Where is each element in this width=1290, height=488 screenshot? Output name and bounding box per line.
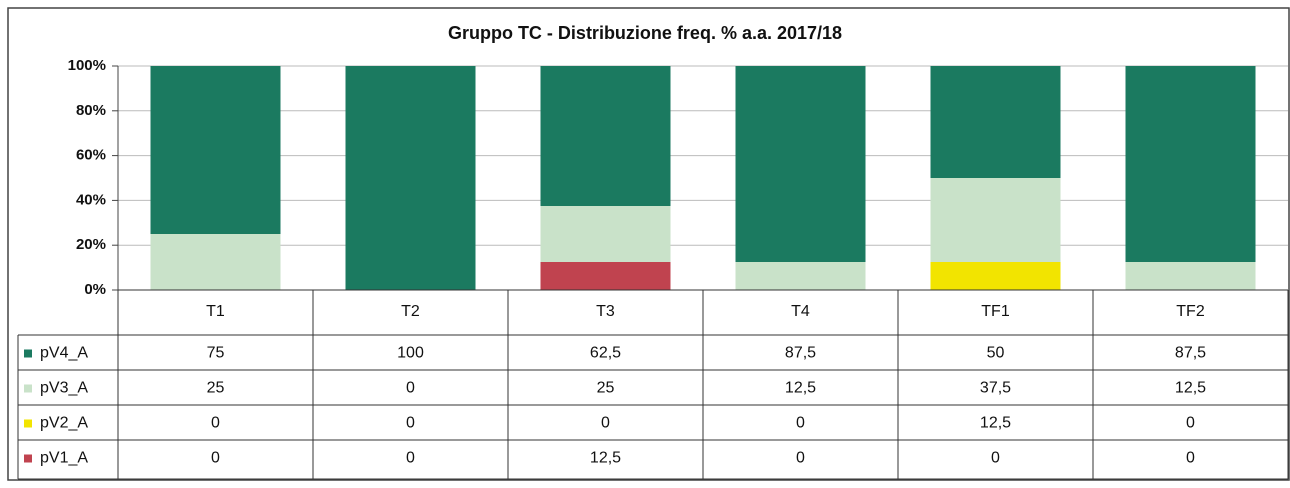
legend-swatch (24, 349, 32, 358)
table-cell: 25 (597, 380, 615, 397)
table-cell: 12,5 (1175, 380, 1206, 397)
table-cell: 0 (406, 415, 415, 432)
table-cell: 0 (991, 450, 1000, 467)
bar-segment (1125, 66, 1256, 262)
x-tick-label: T2 (401, 303, 420, 320)
legend-swatch (24, 454, 32, 463)
bar-segment (150, 66, 281, 234)
table-cell: 25 (207, 380, 225, 397)
legend-label: pV3_A (40, 380, 88, 397)
table-cell: 0 (796, 415, 805, 432)
x-tick-label: TF1 (981, 303, 1010, 320)
table-cell: 87,5 (785, 345, 816, 362)
table-cell: 50 (987, 345, 1005, 362)
table-cell: 0 (1186, 415, 1195, 432)
table-cell: 0 (601, 415, 610, 432)
table-cell: 0 (211, 415, 220, 432)
legend-swatch (24, 419, 32, 428)
legend-label: pV2_A (40, 415, 88, 432)
y-tick-label: 100% (68, 57, 106, 74)
bar-segment (735, 262, 866, 290)
table-cell: 12,5 (980, 415, 1011, 432)
bar-segment (930, 178, 1061, 262)
y-tick-label: 80% (76, 102, 106, 119)
chart-title: Gruppo TC - Distribuzione freq. % a.a. 2… (448, 23, 842, 43)
legend-swatch (24, 384, 32, 393)
table-cell: 0 (406, 380, 415, 397)
table-cell: 0 (1186, 450, 1195, 467)
chart-frame (7, 7, 1290, 481)
y-tick-label: 60% (76, 147, 106, 164)
bar-segment (735, 66, 866, 262)
table-cell: 37,5 (980, 380, 1011, 397)
bar-segment (150, 234, 281, 290)
table-cell: 62,5 (590, 345, 621, 362)
legend-label: pV1_A (40, 450, 88, 467)
table-cell: 87,5 (1175, 345, 1206, 362)
bar-segment (540, 66, 671, 206)
y-tick-label: 20% (76, 236, 106, 253)
table-cell: 12,5 (785, 380, 816, 397)
bar-segment (930, 262, 1061, 290)
bar-segment (540, 206, 671, 262)
table-cell: 0 (406, 450, 415, 467)
table-cell: 12,5 (590, 450, 621, 467)
x-tick-label: T4 (791, 303, 810, 320)
bar-segment (540, 262, 671, 290)
table-cell: 0 (796, 450, 805, 467)
x-tick-label: TF2 (1176, 303, 1205, 320)
y-tick-label: 40% (76, 191, 106, 208)
bar-segment (345, 66, 476, 290)
y-tick-label: 0% (84, 281, 106, 298)
x-tick-label: T3 (596, 303, 615, 320)
table-cell: 75 (207, 345, 225, 362)
bar-segment (930, 66, 1061, 178)
table-cell: 0 (211, 450, 220, 467)
x-tick-label: T1 (206, 303, 225, 320)
table-cell: 100 (397, 345, 424, 362)
legend-label: pV4_A (40, 345, 88, 362)
bar-segment (1125, 262, 1256, 290)
